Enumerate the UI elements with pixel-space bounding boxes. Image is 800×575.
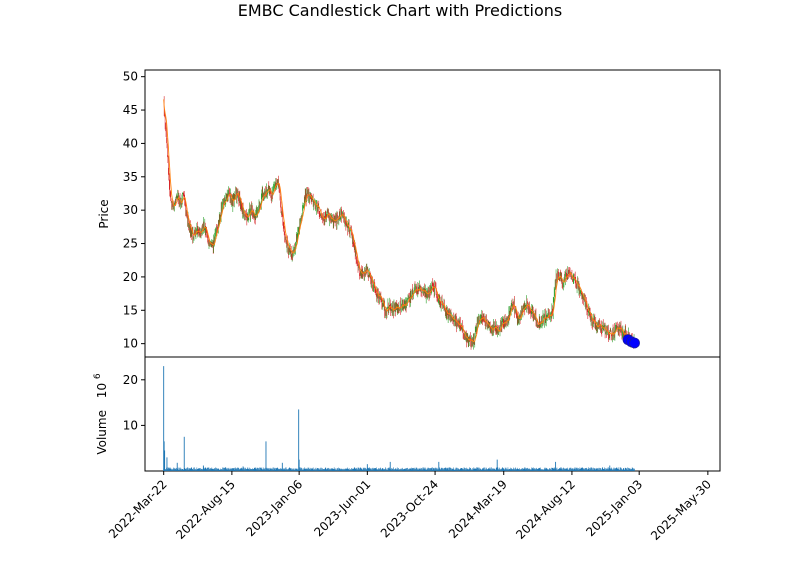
- volume-axis-label: Volume: [95, 410, 109, 455]
- price-close-line: [163, 99, 635, 343]
- volume-axis-title: Volume 10 6: [93, 373, 109, 455]
- price-y-tick-label: 50: [123, 70, 138, 84]
- price-y-tick-label: 45: [123, 103, 138, 117]
- x-tick-label: 2022-Mar-22: [106, 477, 170, 541]
- close-line: [163, 99, 635, 343]
- x-tick-label: 2023-Jun-01: [311, 477, 373, 539]
- volume-bars: [163, 366, 635, 471]
- price-y-tick-label: 30: [123, 203, 138, 217]
- volume-unit-base: 10: [95, 383, 109, 398]
- x-tick-label: 2025-May-30: [648, 477, 714, 543]
- volume-y-tick-label: 20: [123, 373, 138, 387]
- price-y-tick-label: 25: [123, 237, 138, 251]
- price-y-tick-label: 20: [123, 270, 138, 284]
- volume-panel-frame: [144, 356, 721, 472]
- prediction-markers: [622, 334, 640, 349]
- price-panel-frame: [144, 69, 721, 358]
- chart-title: EMBC Candlestick Chart with Predictions: [238, 1, 563, 20]
- prediction-point: [629, 337, 640, 349]
- x-tick-label: 2024-Aug-12: [513, 477, 578, 542]
- price-y-tick-label: 10: [123, 337, 138, 351]
- x-tick-label: 2024-Mar-19: [446, 477, 510, 541]
- volume-y-tick-label: 10: [123, 418, 138, 432]
- x-tick-label: 2023-Jan-06: [243, 477, 305, 539]
- price-y-tick-label: 35: [123, 170, 138, 184]
- x-tick-label: 2025-Jan-03: [583, 477, 645, 539]
- x-axis-ticks: 2022-Mar-22 2022-Aug-15 2023-Jan-06 2023-Ju…: [106, 471, 714, 543]
- x-tick-label: 2023-Oct-24: [378, 477, 441, 540]
- price-y-tick-label: 40: [123, 136, 138, 150]
- volume-unit-exponent: 6: [93, 373, 103, 379]
- price-panel: 10 15 20 25 30 35 40 45 50 Price: [97, 69, 721, 358]
- volume-y-ticks: 10 20: [123, 373, 145, 432]
- x-tick-label: 2022-Aug-15: [173, 477, 238, 542]
- price-axis-title: Price: [97, 199, 111, 228]
- volume-panel: 10 20 Volume 10 6: [93, 356, 721, 472]
- price-candles: [163, 96, 635, 350]
- price-y-tick-label: 15: [123, 303, 138, 317]
- price-y-ticks: 10 15 20 25 30 35 40 45 50: [123, 70, 145, 351]
